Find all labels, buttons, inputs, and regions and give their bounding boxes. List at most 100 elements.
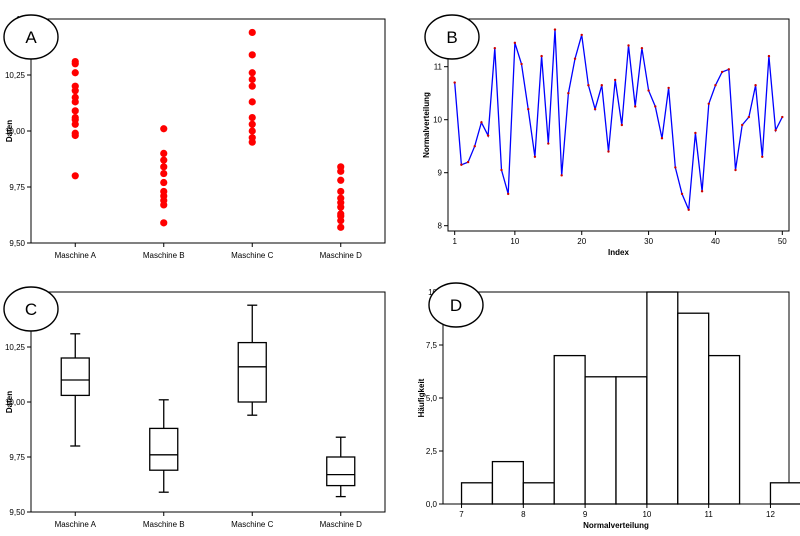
- panel-b-point-23: [607, 150, 610, 153]
- panel-d-badge-circle: [428, 282, 484, 328]
- panel-a-point-0-12: [71, 131, 79, 140]
- panel-b-point-41: [727, 68, 731, 71]
- panel-d-x-tick-label-5: 12: [766, 510, 775, 519]
- panel-d: 0,0 2,5 5,0 7,5 10 Häufigkeit 7 8 9 10 11 12 Normalv…: [400, 268, 800, 536]
- panel-b-point-14: [547, 142, 550, 145]
- panel-b-point-7: [500, 168, 503, 172]
- panel-c-badge-circle: [3, 286, 59, 332]
- panel-b-point-46: [761, 155, 764, 158]
- panel-a-point-2-6: [248, 113, 256, 122]
- panel-a-y-tick-label-2: 10,00: [5, 127, 26, 136]
- panel-a-y-tick-label-0: 9,50: [9, 239, 25, 248]
- panel-a-x-tick-label-3: Maschine D: [320, 251, 362, 260]
- panel-b-point-18: [573, 57, 577, 60]
- panel-c-y-tick-label-3: 10,25: [5, 343, 26, 352]
- panel-b-point-2: [466, 160, 470, 164]
- panel-b-point-49: [781, 115, 784, 119]
- panel-d-bar-0: [460, 482, 494, 505]
- panel-a-point-1-1: [160, 149, 168, 157]
- panel-a-y-tick-label-3: 10,25: [5, 71, 26, 80]
- panel-b-y-axis-label: Normalverteilung: [422, 92, 431, 158]
- panel-d-bar-5: [615, 376, 648, 505]
- panel-b-x-tick-label-1: 10: [510, 237, 519, 246]
- panel-a-point-0-13: [71, 172, 79, 180]
- panel-b-point-40: [720, 70, 724, 74]
- panel-a-point-0-2: [71, 69, 79, 77]
- panel-b-x-axis-label: Index: [608, 248, 629, 257]
- panel-b-point-33: [674, 166, 677, 169]
- panel-a-point-1-10: [160, 219, 168, 227]
- panel-c-y-tick-label-1: 9,75: [9, 453, 25, 462]
- panel-c-box-1: [149, 427, 179, 471]
- panel-b-point-15: [553, 28, 557, 31]
- panel-a-point-0-1: [71, 60, 79, 68]
- panel-b-point-16: [560, 174, 563, 177]
- panel-d-bar-10: [769, 482, 800, 505]
- panel-b-point-28: [640, 46, 644, 50]
- panel-b-svg: 8 9 10 11 Normalverteilung 1 10 20 30 40 50 Index B: [422, 14, 790, 257]
- panel-a-point-0-7: [71, 107, 79, 115]
- panel-b-point-17: [567, 92, 570, 95]
- panel-a-point-1-9: [160, 201, 168, 209]
- panel-b-point-26: [627, 44, 630, 47]
- panel-a-point-1-2: [160, 156, 168, 164]
- panel-a-point-2-10: [248, 138, 256, 146]
- panel-c-x-tick-label-2: Maschine C: [231, 520, 273, 529]
- panel-a-point-2-0: [248, 28, 256, 37]
- panel-b-x-tick-label-5: 50: [778, 237, 787, 246]
- panel-a-y-axis-label: Daten: [5, 120, 14, 142]
- panel-b-point-30: [654, 105, 657, 108]
- panel-d-x-tick-label-1: 8: [521, 510, 526, 519]
- panel-d-y-tick-label-2: 5,0: [426, 394, 438, 403]
- panel-c-x-tick-label-3: Maschine D: [320, 520, 362, 529]
- panel-b-point-42: [734, 168, 737, 172]
- panel-d-y-tick-label-1: 2,5: [426, 447, 438, 456]
- panel-d-x-tick-label-0: 7: [459, 510, 464, 519]
- panel-b-badge-circle: [424, 14, 480, 60]
- panel-b-y-tick-label-3: 11: [434, 63, 443, 72]
- panel-c-box-3: [326, 456, 356, 487]
- panel-b-point-47: [767, 54, 771, 58]
- panel-b-point-37: [700, 190, 704, 193]
- panel-b-point-0: [453, 81, 456, 84]
- panel-b-point-5: [486, 134, 490, 137]
- panel-b-point-24: [613, 78, 617, 82]
- panel-b-point-29: [647, 89, 650, 92]
- panel-d-x-axis-label: Normalverteilung: [583, 521, 649, 530]
- panel-c-box-2: [237, 341, 267, 403]
- panel-a-point-2-5: [248, 98, 256, 106]
- panel-b-point-25: [620, 123, 624, 127]
- panel-a-badge-circle: [3, 14, 59, 60]
- panel-b-point-31: [660, 137, 664, 140]
- panel-d-x-tick-label-4: 11: [705, 510, 714, 519]
- panel-b-x-tick-label-0: 1: [452, 237, 457, 246]
- panel-b-point-21: [593, 107, 597, 111]
- panel-b-point-3: [473, 145, 476, 148]
- panel-b-x-tick-label-4: 40: [711, 237, 720, 246]
- panel-b-point-34: [680, 192, 684, 196]
- panel-d-y-axis-label: Häufigkeit: [417, 378, 426, 417]
- panel-a-plot-frame: [30, 18, 386, 244]
- panel-c-y-axis-label: Daten: [5, 391, 14, 413]
- panel-a-point-0-10: [71, 120, 79, 128]
- panel-a-y-tick-label-1: 9,75: [9, 183, 25, 192]
- panel-b-badge-label: B: [446, 28, 457, 47]
- panel-a-point-3-3: [337, 187, 345, 196]
- panel-d-bar-2: [522, 482, 555, 505]
- panel-b-point-32: [667, 86, 670, 90]
- panel-c-x-tick-label-0: Maschine A: [55, 520, 97, 529]
- panel-c-y-tick-label-0: 9,50: [9, 508, 25, 517]
- panel-c-y-tick-label-2: 10,00: [5, 398, 26, 407]
- panel-d-bar-4: [584, 376, 617, 505]
- panel-d-bar-1: [491, 460, 524, 505]
- panel-b-y-tick-label-0: 8: [438, 222, 443, 231]
- panel-b-point-39: [714, 84, 717, 87]
- panel-b-series-line: [454, 29, 783, 211]
- panel-a-point-2-1: [248, 51, 256, 59]
- panel-b-point-12: [533, 155, 537, 158]
- panel-b-point-43: [740, 123, 744, 127]
